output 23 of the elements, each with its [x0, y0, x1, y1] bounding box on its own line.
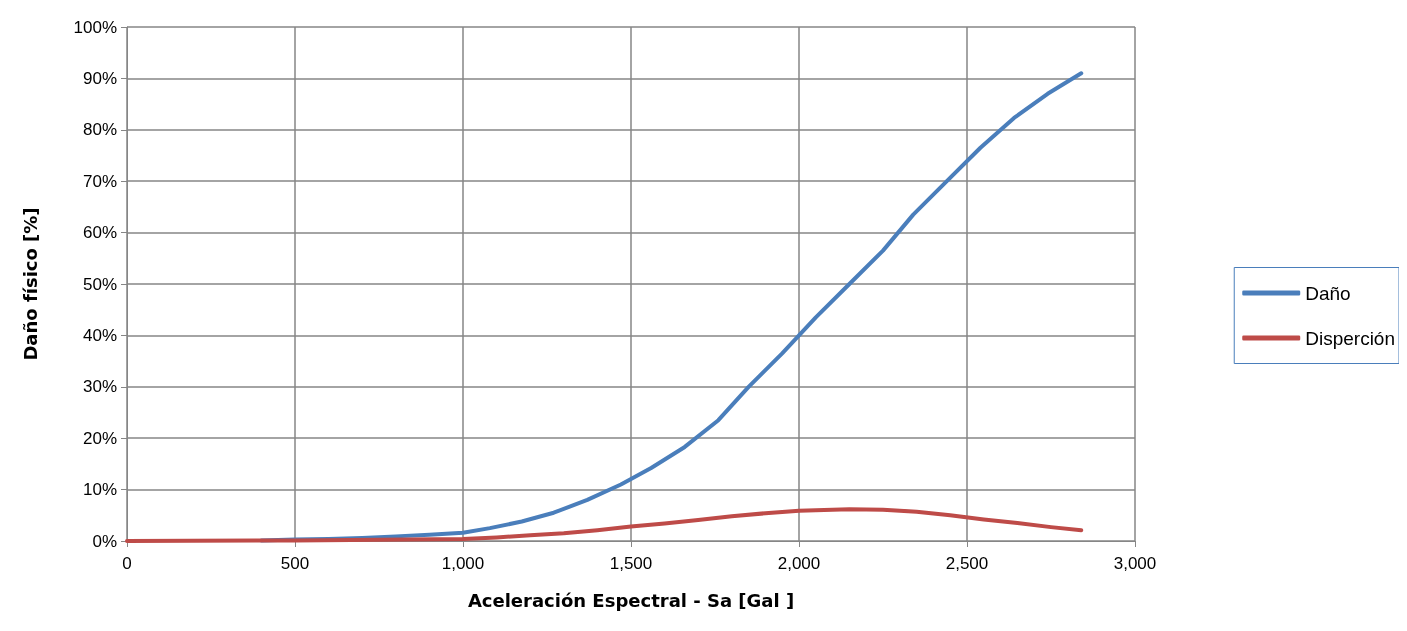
y-tick-label: 30% [82, 377, 117, 397]
y-tick-label: 10% [82, 480, 117, 500]
y-tick-label: 90% [82, 68, 117, 88]
x-tick-label: 1,500 [609, 554, 653, 573]
y-tick-label: 20% [82, 428, 117, 448]
legend-label: Daño [1305, 282, 1351, 304]
x-axis-title: Aceleración Espectral - Sa [Gal ] [467, 589, 795, 611]
y-tick-label: 50% [82, 274, 117, 294]
y-tick-label: 80% [82, 120, 117, 140]
line-series [125, 507, 1084, 543]
y-tick-label: 70% [82, 171, 117, 191]
x-tick-label: 500 [280, 554, 310, 573]
x-tick-label: 2,000 [777, 554, 821, 573]
x-tick-label: 0 [122, 554, 132, 573]
x-tick-label: 3,000 [1113, 554, 1157, 573]
y-tick-label: 100% [73, 17, 117, 37]
y-tick-label: 40% [82, 325, 117, 345]
y-axis-title: Daño físico [%] [19, 207, 41, 361]
x-tick-label: 1,000 [441, 554, 485, 573]
x-tick-label: 2,500 [945, 554, 989, 573]
y-tick-label: 0% [92, 531, 117, 551]
y-tick-label: 60% [82, 223, 117, 243]
legend-label: Disperción [1305, 327, 1396, 349]
